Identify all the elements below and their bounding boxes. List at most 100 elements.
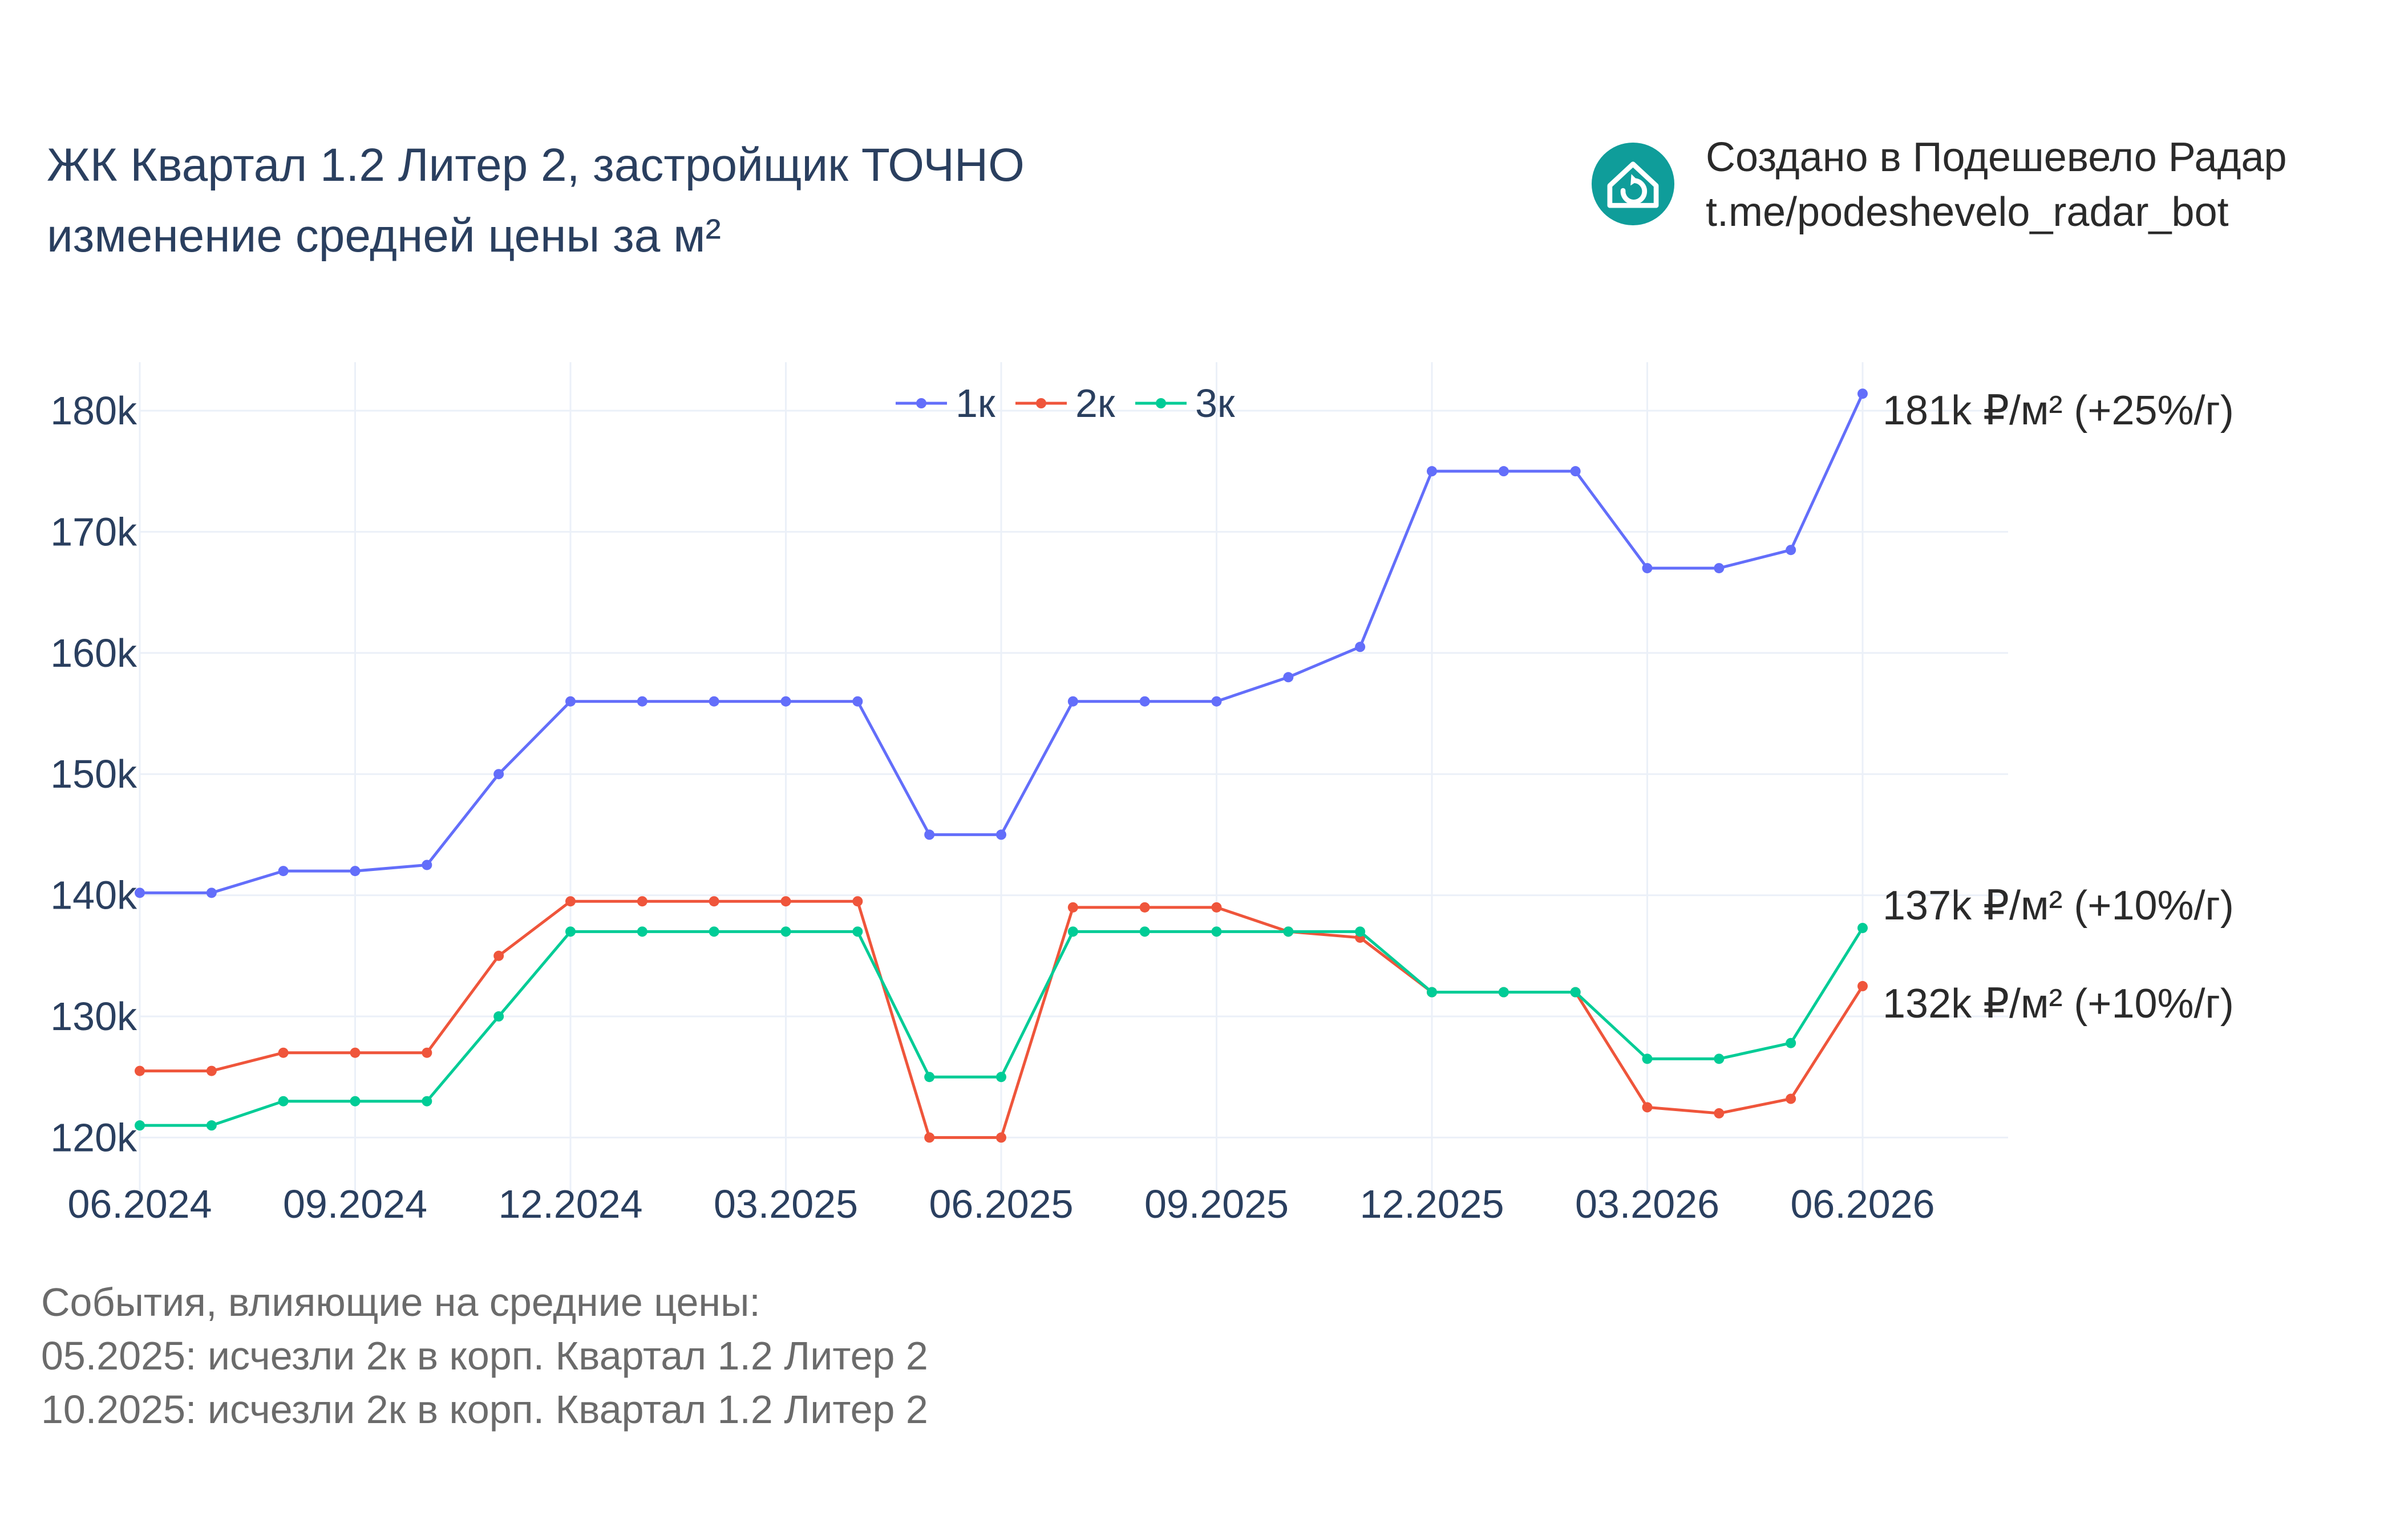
data-point <box>1355 926 1366 937</box>
x-tick-label: 03.2026 <box>1575 1182 1719 1226</box>
x-tick-label: 06.2025 <box>929 1182 1073 1226</box>
data-point <box>422 860 432 870</box>
logo-arrow-head <box>1630 174 1638 186</box>
data-point <box>637 896 647 907</box>
x-tick-label: 09.2024 <box>283 1182 427 1226</box>
legend-layer: 1к 2к 3к <box>896 381 1235 425</box>
logo-arrow <box>1620 178 1648 205</box>
y-tick-label: 130k <box>50 994 137 1039</box>
data-point <box>780 896 791 907</box>
data-point <box>1139 696 1150 707</box>
data-point <box>1714 1108 1725 1118</box>
data-point <box>565 896 576 907</box>
event-item-2: 10.2025: исчезли 2к в корп. Квартал 1.2 … <box>41 1387 928 1432</box>
data-point <box>1211 696 1222 707</box>
data-point <box>1067 926 1078 937</box>
data-point <box>278 866 289 877</box>
grid-layer <box>139 362 2008 1192</box>
legend-marker-3к <box>1156 398 1166 408</box>
x-tick-label: 06.2024 <box>67 1182 212 1226</box>
data-point <box>278 1096 289 1107</box>
data-point <box>206 1065 217 1076</box>
end-label-layer: 181k ₽/м² (+25%/г) 132k ₽/м² (+10%/г) 137k… <box>1883 388 2234 1027</box>
data-point <box>493 950 504 961</box>
data-point <box>350 1096 361 1107</box>
end-label-2к: 132k ₽/м² (+10%/г) <box>1883 981 2234 1027</box>
data-point <box>1427 987 1437 998</box>
data-point <box>206 887 217 898</box>
data-point <box>1067 902 1078 913</box>
x-tick-label: 06.2026 <box>1790 1182 1934 1226</box>
data-point <box>1427 466 1437 477</box>
y-tick-label: 150k <box>50 752 137 796</box>
data-point <box>1786 1093 1796 1104</box>
data-point <box>924 1072 935 1083</box>
data-point <box>996 829 1006 840</box>
data-point <box>1139 902 1150 913</box>
axis-layer: 120k 130k 140k 150k 160k 170k 180k 06.2024 09.20… <box>50 388 1934 1226</box>
credit-link[interactable]: t.me/podeshevelo_radar_bot <box>1706 189 2229 235</box>
data-point <box>1211 902 1222 913</box>
credit-line1: Создано в Подешевело Радар <box>1706 135 2287 180</box>
events-heading: События, влияющие на средние цены: <box>41 1280 760 1324</box>
data-point <box>709 696 719 707</box>
events-block: События, влияющие на средние цены: 05.20… <box>41 1275 928 1436</box>
data-point <box>1498 987 1509 998</box>
end-label-1к: 181k ₽/м² (+25%/г) <box>1883 388 2234 433</box>
data-point <box>709 926 719 937</box>
data-point <box>565 926 576 937</box>
x-tick-label: 12.2025 <box>1359 1182 1504 1226</box>
data-point <box>1283 926 1294 937</box>
data-point <box>1714 1053 1725 1064</box>
y-tick-label: 180k <box>50 388 137 433</box>
data-point <box>278 1047 289 1058</box>
data-point <box>924 1132 935 1143</box>
data-point <box>1642 1102 1653 1113</box>
y-tick-label: 120k <box>50 1115 137 1160</box>
data-point <box>852 926 863 937</box>
x-tick-label: 09.2025 <box>1144 1182 1289 1226</box>
y-tick-label: 170k <box>50 509 137 554</box>
data-point <box>1786 1038 1796 1048</box>
data-point <box>565 696 576 707</box>
data-point <box>1139 926 1150 937</box>
series-layer <box>135 388 1868 1143</box>
data-point <box>1857 388 1868 399</box>
data-point <box>1642 1053 1653 1064</box>
legend-label-1к: 1к <box>956 381 995 425</box>
chart-title: ЖК Квартал 1.2 Литер 2, застройщик ТОЧНО… <box>47 130 1025 271</box>
data-point <box>1857 922 1868 933</box>
house-refresh-icon <box>1592 143 1674 225</box>
data-point <box>135 1120 145 1131</box>
x-tick-label: 03.2025 <box>714 1182 858 1226</box>
chart-title-line2: изменение средней цены за м² <box>47 210 721 262</box>
data-point <box>1211 926 1222 937</box>
data-point <box>1067 696 1078 707</box>
data-point <box>1570 466 1581 477</box>
data-point <box>493 1011 504 1022</box>
data-point <box>135 1065 145 1076</box>
data-point <box>206 1120 217 1131</box>
end-label-3к: 137k ₽/м² (+10%/г) <box>1883 883 2234 929</box>
data-point <box>637 696 647 707</box>
data-point <box>1857 980 1868 991</box>
data-point <box>780 926 791 937</box>
data-point <box>1642 563 1653 574</box>
data-point <box>924 829 935 840</box>
legend-marker-1к <box>916 398 926 408</box>
data-point <box>1283 672 1294 683</box>
price-line-chart: 120k 130k 140k 150k 160k 170k 180k 06.2024 09.20… <box>50 362 2234 1226</box>
data-point <box>709 896 719 907</box>
data-point <box>493 769 504 780</box>
data-point <box>996 1072 1006 1083</box>
data-point <box>1570 987 1581 998</box>
data-point <box>1786 545 1796 556</box>
data-point <box>350 866 361 877</box>
data-point <box>637 926 647 937</box>
credit-block: Создано в Подешевело Радар t.me/podeshev… <box>1706 130 2287 240</box>
y-tick-label: 160k <box>50 631 137 675</box>
data-point <box>1714 563 1725 574</box>
data-point <box>1355 642 1366 653</box>
legend-marker-2к <box>1036 398 1046 408</box>
data-point <box>135 887 145 898</box>
